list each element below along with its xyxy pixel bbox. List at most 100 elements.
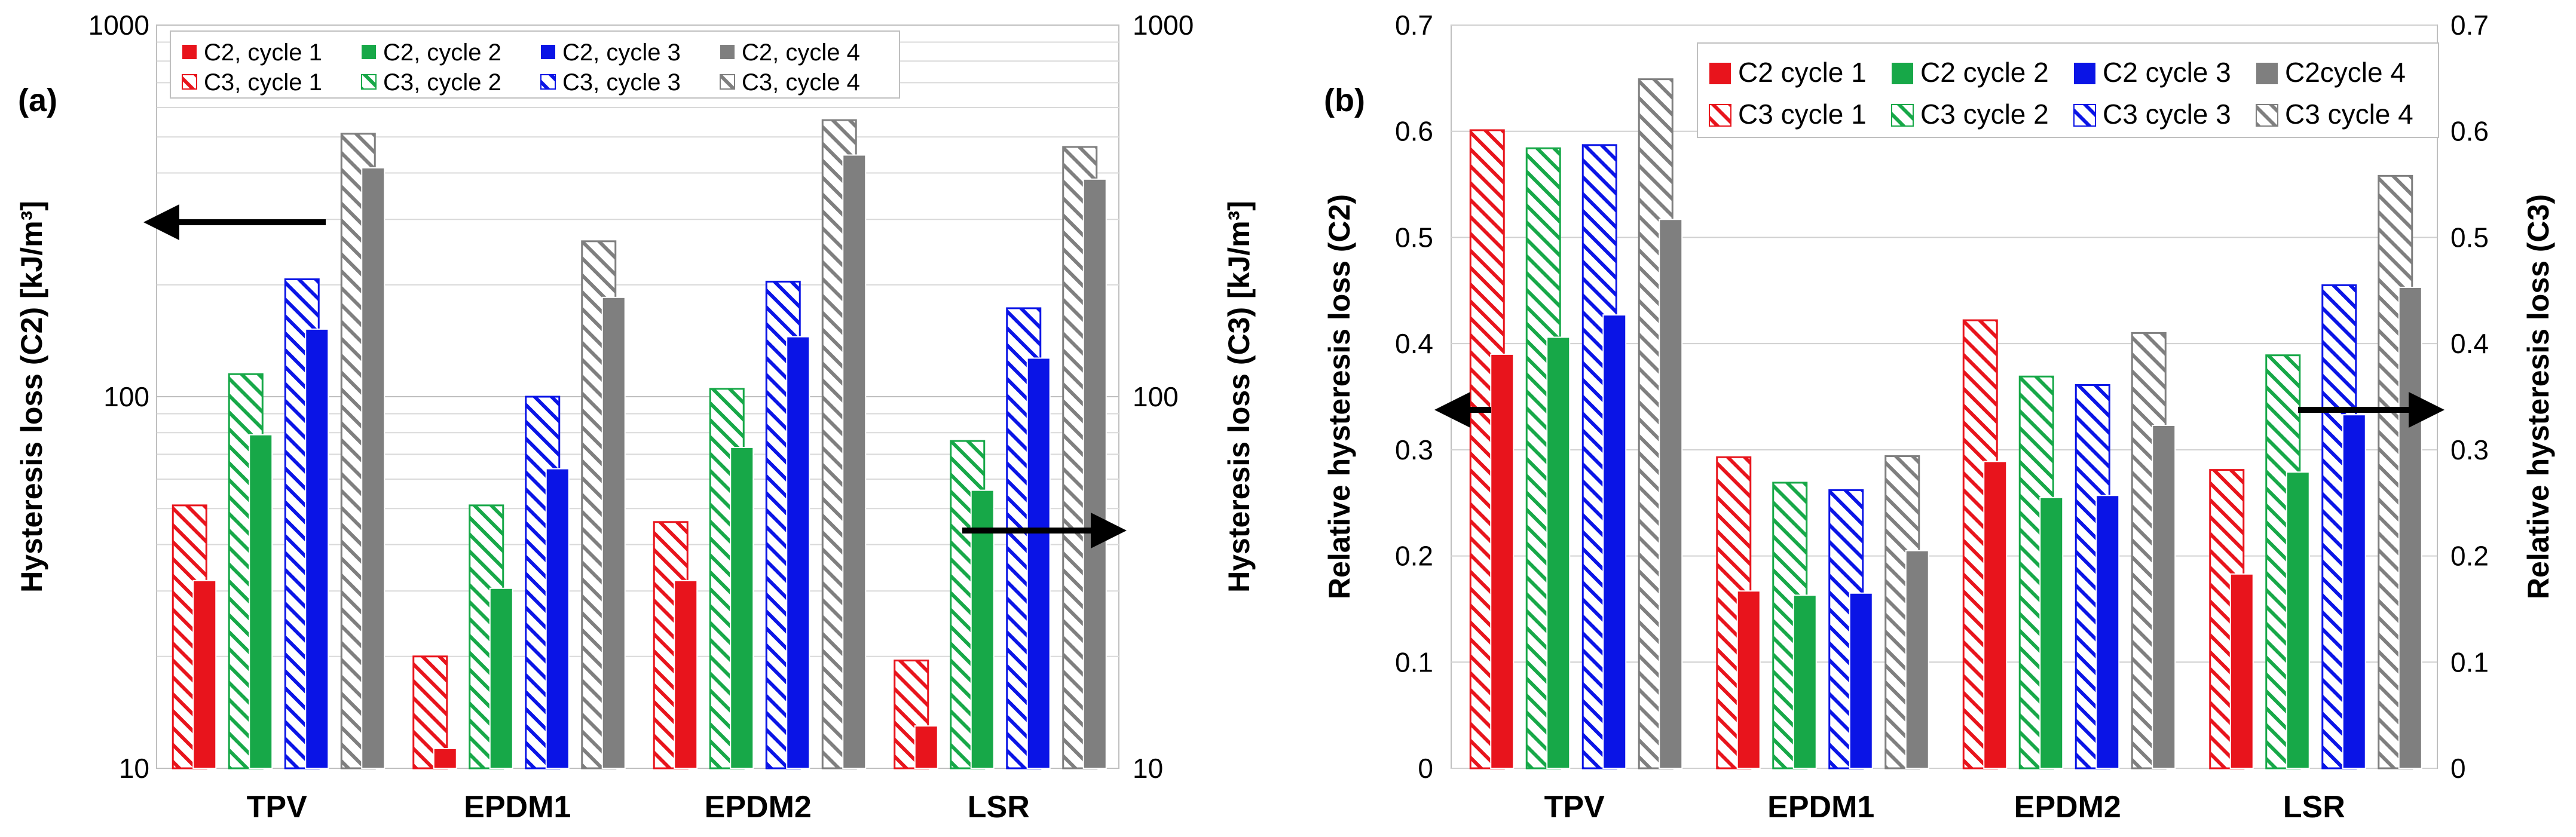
legend-label: C2, cycle 2 bbox=[383, 39, 501, 66]
legend-label: C3 cycle 2 bbox=[1920, 99, 2049, 130]
left-y-ticks: 0 0.1 0.2 0.3 0.4 0.5 0.6 0.7 bbox=[1395, 10, 1433, 784]
right-tick-label: 0.5 bbox=[2450, 222, 2489, 253]
bar-lsr-c2-cycle-1 bbox=[2229, 573, 2254, 769]
bar-epdm1-c2-cycle-3 bbox=[545, 468, 570, 769]
bar-tpv-c2-cycle-4 bbox=[361, 167, 386, 769]
bar-tpv-c2-cycle-1 bbox=[1490, 353, 1515, 769]
legend-swatch bbox=[720, 74, 735, 90]
legend-label: C3, cycle 2 bbox=[383, 69, 501, 96]
bar-epdm2-c2-cycle-2 bbox=[2039, 496, 2064, 769]
bar-epdm1-c2-cycle-2 bbox=[1792, 594, 1817, 769]
category-label: EPDM2 bbox=[705, 790, 812, 824]
left-tick-label: 0.7 bbox=[1395, 10, 1433, 41]
bar-lsr-c2-cycle-4 bbox=[1082, 178, 1107, 769]
legend-label: C2, cycle 1 bbox=[204, 39, 322, 66]
bar-lsr-c2-cycle-3 bbox=[1026, 357, 1051, 769]
legend-swatch bbox=[2073, 104, 2096, 127]
bar-tpv-c2cycle-4 bbox=[1659, 219, 1683, 769]
bar-epdm1-c2-cycle-1 bbox=[433, 747, 457, 769]
left-tick-label: 0.5 bbox=[1395, 222, 1433, 253]
legend-swatch bbox=[1892, 63, 1913, 84]
left-tick-label: 100 bbox=[103, 381, 149, 412]
bar-tpv-c2-cycle-3 bbox=[305, 328, 329, 769]
legend-label: C2cycle 4 bbox=[2285, 57, 2406, 88]
category-label: TPV bbox=[247, 790, 307, 824]
bar-epdm1-c2-cycle-3 bbox=[1849, 592, 1873, 769]
legend-swatch bbox=[2074, 63, 2095, 84]
bar-tpv-c2-cycle-2 bbox=[249, 434, 273, 769]
left-y-ticks: 10 100 1000 bbox=[88, 10, 149, 784]
bar-tpv-c2-cycle-3 bbox=[1602, 314, 1627, 769]
legend-swatch bbox=[2256, 63, 2278, 84]
legend-label: C2 cycle 1 bbox=[1738, 57, 1867, 88]
legend-box bbox=[1697, 42, 2439, 138]
legend-label: C3 cycle 4 bbox=[2285, 99, 2413, 130]
category-label: LSR bbox=[2283, 790, 2345, 824]
panel-b-relative-hysteresis-loss: 00.10.20.30.40.50.60.7 00.10.20.30.40.50… bbox=[1323, 10, 2555, 824]
right-tick-label: 0.3 bbox=[2450, 434, 2489, 465]
legend-label: C2, cycle 4 bbox=[742, 39, 860, 66]
legend-swatch bbox=[541, 45, 555, 59]
legend-swatch bbox=[182, 45, 197, 59]
right-tick-label: 0.1 bbox=[2450, 646, 2489, 677]
right-y-ticks: 0 0.1 0.2 0.3 0.4 0.5 0.6 0.7 bbox=[2450, 10, 2489, 784]
legend-swatch bbox=[540, 74, 556, 90]
category-labels: TPV EPDM1 EPDM2 LSR bbox=[247, 790, 1030, 824]
legend-label: C3 cycle 3 bbox=[2103, 99, 2231, 130]
bar-epdm2-c2-cycle-2 bbox=[730, 447, 754, 769]
legend-swatch bbox=[1891, 104, 1914, 127]
legend-label: C2 cycle 3 bbox=[2103, 57, 2231, 88]
legend: C2 cycle 1 C3 cycle 1 C2 cycle 2 C3 cycle 2… bbox=[1697, 42, 2439, 138]
panel-label: (a) bbox=[18, 82, 57, 118]
right-tick-label: 100 bbox=[1133, 381, 1179, 412]
category-label: TPV bbox=[1544, 790, 1605, 824]
bar-epdm1-c2-cycle-4 bbox=[601, 296, 626, 769]
legend-label: C2 cycle 2 bbox=[1920, 57, 2049, 88]
category-labels: TPV EPDM1 EPDM2 LSR bbox=[1544, 790, 2345, 824]
legend-label: C2, cycle 3 bbox=[562, 39, 681, 66]
left-tick-label: 0 bbox=[1418, 753, 1433, 784]
bar-lsr-c2-cycle-3 bbox=[2342, 414, 2366, 769]
category-label: EPDM1 bbox=[1767, 790, 1874, 824]
bar-epdm1-c2cycle-4 bbox=[1905, 550, 1929, 769]
bar-tpv-c2-cycle-1 bbox=[192, 580, 217, 769]
bars bbox=[1469, 78, 2422, 769]
right-tick-label: 0.4 bbox=[2450, 328, 2489, 359]
left-tick-label: 10 bbox=[119, 753, 149, 784]
legend-swatch bbox=[1709, 63, 1731, 84]
legend-swatch bbox=[2256, 104, 2278, 127]
bar-lsr-c2-cycle-2 bbox=[970, 489, 995, 769]
right-y-axis-label: Relative hysteresis loss (C3) bbox=[2522, 194, 2555, 599]
left-tick-label: 1000 bbox=[88, 10, 149, 41]
bar-epdm2-c2-cycle-1 bbox=[674, 580, 698, 769]
left-tick-label: 0.6 bbox=[1395, 116, 1433, 147]
legend-label: C3, cycle 4 bbox=[742, 69, 860, 96]
bar-lsr-c2-cycle-1 bbox=[914, 725, 938, 769]
legend-swatch bbox=[182, 74, 197, 90]
legend-swatch bbox=[362, 45, 376, 59]
legend: C2, cycle 1 C3, cycle 1 C2, cycle 2 C3, cyc… bbox=[170, 30, 900, 99]
left-tick-label: 0.2 bbox=[1395, 541, 1433, 572]
bar-epdm2-c2cycle-4 bbox=[2152, 424, 2176, 769]
right-tick-label: 1000 bbox=[1133, 10, 1194, 41]
bars bbox=[172, 119, 1107, 769]
bar-epdm2-c2-cycle-3 bbox=[786, 336, 810, 769]
right-tick-label: 0.2 bbox=[2450, 541, 2489, 572]
bar-epdm2-c2-cycle-3 bbox=[2095, 495, 2120, 769]
legend-label: C3, cycle 3 bbox=[562, 69, 681, 96]
legend-swatch bbox=[720, 45, 735, 59]
right-y-axis-label: Hysteresis loss (C3) [kJ/m³] bbox=[1222, 201, 1256, 593]
panel-a-hysteresis-loss: 10 100 1000 10 100 1000 TPV EPDM1 EPDM2 LSR Hys… bbox=[15, 10, 1256, 824]
right-tick-label: 0.6 bbox=[2450, 116, 2489, 147]
bar-epdm1-c2-cycle-2 bbox=[489, 587, 513, 769]
right-y-ticks: 10 100 1000 bbox=[1133, 10, 1194, 784]
category-label: LSR bbox=[968, 790, 1030, 824]
bar-epdm2-c2-cycle-4 bbox=[842, 154, 867, 769]
legend-label: C3 cycle 1 bbox=[1738, 99, 1867, 130]
category-label: EPDM1 bbox=[464, 790, 571, 824]
left-y-axis-label: Relative hysteresis loss (C2) bbox=[1323, 194, 1356, 599]
left-tick-label: 0.1 bbox=[1395, 646, 1433, 677]
legend-swatch bbox=[1709, 104, 1731, 127]
right-tick-label: 0 bbox=[2450, 753, 2466, 784]
